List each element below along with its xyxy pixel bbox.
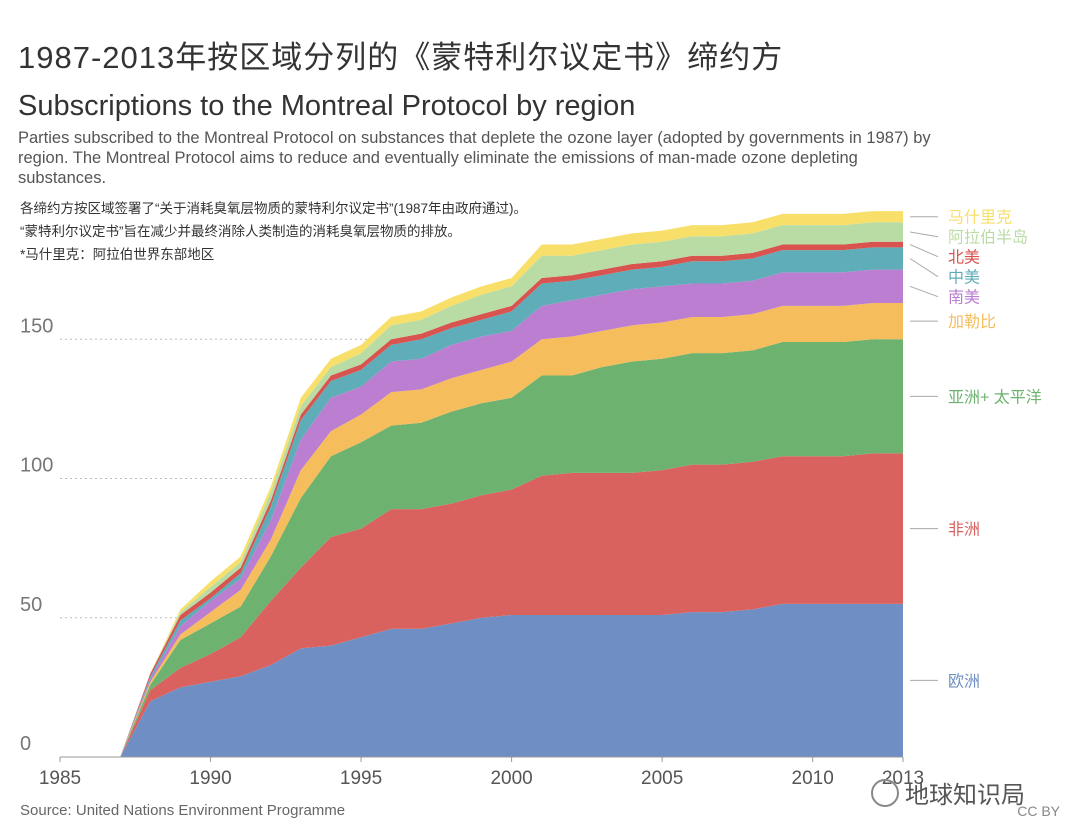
source: Source: United Nations Environment Progr… xyxy=(20,802,345,819)
series-label: 北美 xyxy=(948,249,980,267)
x-tick-label: 1990 xyxy=(189,768,231,789)
note: “蒙特利尔议定书”旨在减少并最终消除人类制造的消耗臭氧层物质的排放。 xyxy=(20,224,461,239)
note: *马什里克：阿拉伯世界东部地区 xyxy=(20,247,215,262)
y-tick-label: 0 xyxy=(20,733,31,755)
note: 各缔约方按区域签署了“关于消耗臭氧层物质的蒙特利尔议定书”(1987年由政府通过… xyxy=(20,201,528,216)
series-label: 马什里克 xyxy=(948,209,1012,227)
x-tick-label: 1995 xyxy=(340,768,382,789)
series-label: 中美 xyxy=(948,269,980,287)
chart-subtitle: Subscriptions to the Montreal Protocol b… xyxy=(18,90,636,122)
series-label: 欧洲 xyxy=(948,672,980,690)
x-tick-label: 1985 xyxy=(39,768,81,789)
area xyxy=(60,303,903,757)
label-connector xyxy=(909,258,939,278)
label-connector xyxy=(909,231,939,238)
series-label: 南美 xyxy=(948,289,980,307)
watermark-icon xyxy=(871,779,899,807)
chart-title: 1987-2013年按区域分列的《蒙特利尔议定书》缔约方 xyxy=(18,40,784,75)
series-label: 亚洲+ 太平洋 xyxy=(948,388,1042,406)
label-connector xyxy=(909,285,939,298)
y-tick-label: 50 xyxy=(20,594,42,616)
series-label: 阿拉伯半岛 xyxy=(948,229,1028,247)
x-tick-label: 2000 xyxy=(490,768,532,789)
x-tick-label: 2013 xyxy=(882,768,924,789)
series-label: 加勒比 xyxy=(948,313,996,331)
y-tick-label: 100 xyxy=(20,455,53,477)
area xyxy=(60,269,903,757)
license: CC BY xyxy=(1017,803,1060,819)
notes: 各缔约方按区域签署了“关于消耗臭氧层物质的蒙特利尔议定书”(1987年由政府通过… xyxy=(20,197,527,266)
area xyxy=(60,453,903,757)
area xyxy=(60,603,903,757)
label-connector xyxy=(909,244,939,258)
area xyxy=(60,339,903,757)
x-tick-label: 2010 xyxy=(792,768,834,789)
series-label: 非洲 xyxy=(948,521,980,539)
y-tick-label: 150 xyxy=(20,315,53,337)
watermark: 地球知识局 xyxy=(905,782,1025,809)
x-tick-label: 2005 xyxy=(641,768,683,789)
description: Parties subscribed to the Montreal Proto… xyxy=(18,129,931,187)
